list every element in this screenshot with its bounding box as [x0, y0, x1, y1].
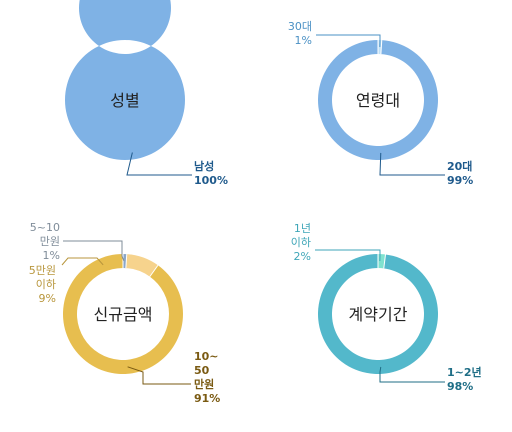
- slice-label: 30대: [288, 20, 312, 33]
- slice-label: 50: [194, 364, 210, 377]
- donut-slice: [125, 254, 158, 277]
- leader-line: [63, 240, 125, 262]
- slice-label: 100%: [194, 174, 228, 187]
- slice-separator: [125, 254, 128, 269]
- slice-label: 98%: [447, 380, 473, 393]
- slice-label: 5~10: [30, 221, 60, 234]
- slice-label: 20대: [447, 159, 472, 173]
- chart-title: 계약기간: [349, 305, 408, 324]
- slice-label: 만원: [40, 235, 60, 248]
- slice-label: 이하: [36, 277, 56, 291]
- chart-title: 연령대: [356, 91, 400, 110]
- slice-label: 1%: [43, 249, 60, 262]
- slice-separator: [383, 254, 387, 269]
- leader-line: [315, 249, 381, 262]
- slice-label: 1년: [294, 222, 311, 235]
- leader-line: [126, 152, 192, 176]
- slice-label: 2%: [294, 250, 311, 263]
- slice-separator: [380, 40, 383, 55]
- slice-label: 이하: [291, 235, 311, 249]
- slice-separator: [149, 264, 159, 277]
- chart-title: 신규금액: [94, 305, 153, 324]
- slice-label: 5만원: [29, 264, 56, 277]
- slice-label: 만원: [194, 377, 214, 391]
- slice-label: 9%: [39, 292, 56, 305]
- slice-label: 10~: [194, 350, 219, 363]
- leader-line: [61, 257, 104, 266]
- slice-label: 99%: [447, 174, 473, 187]
- leader-line: [379, 366, 445, 383]
- leader-line: [316, 34, 381, 48]
- leader-line: [379, 152, 445, 176]
- donut-slice: [65, 0, 185, 160]
- slice-label: 91%: [194, 392, 220, 405]
- slice-label: 남성: [194, 159, 214, 173]
- slice-label: 1%: [295, 34, 312, 47]
- leader-line: [127, 366, 191, 385]
- slice-label: 1~2년: [447, 365, 482, 379]
- chart-title: 성별: [110, 91, 139, 110]
